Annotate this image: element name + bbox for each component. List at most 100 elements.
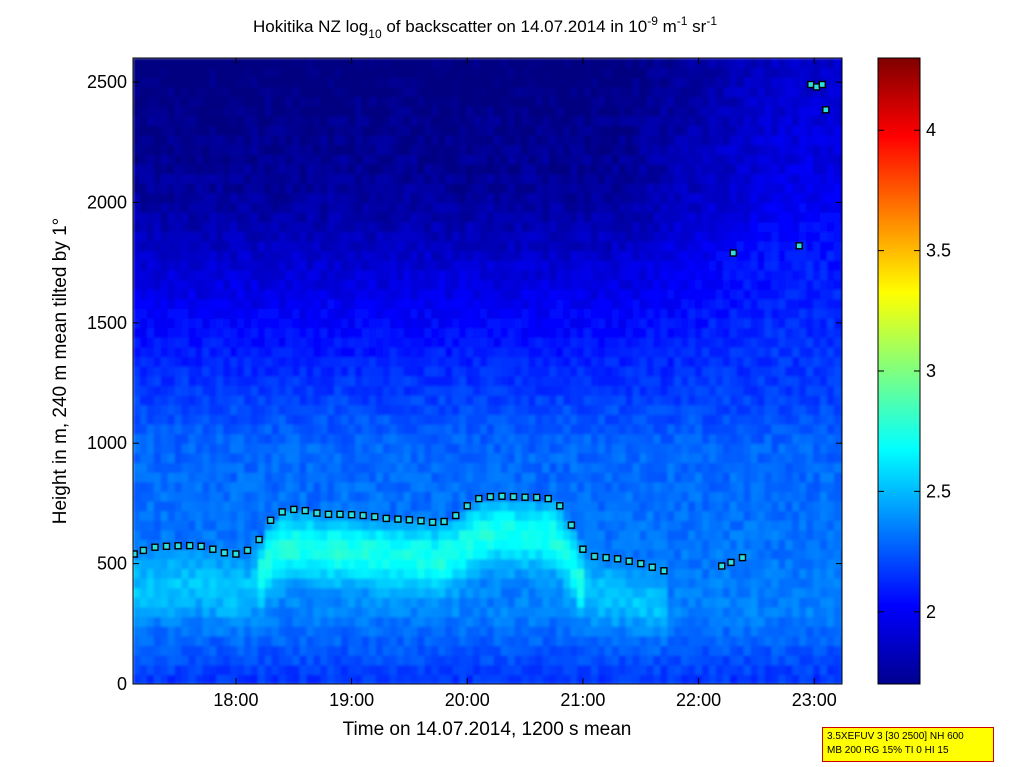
heatmap-cell [570,77,578,88]
heatmap-cell [493,77,502,88]
heatmap-cell [237,260,245,271]
heatmap-cell [597,115,606,127]
heatmap-cell [473,501,481,512]
heatmap-cell [625,298,634,309]
heatmap-cell [507,645,516,656]
heatmap-cell [174,501,183,512]
heatmap-cell [133,279,141,290]
heatmap-cell [410,655,419,666]
heatmap-cell [362,279,370,290]
heatmap-cell [486,106,495,117]
heatmap-cell [389,260,398,271]
heatmap-cell [160,616,169,627]
heatmap-cell [202,212,210,223]
heatmap-cell [153,250,162,261]
heatmap-cell [431,395,439,406]
heatmap-cell [473,183,481,194]
heatmap-cell [320,250,328,261]
heatmap-cell [139,269,148,281]
heatmap-cell [306,645,315,656]
heatmap-cell [334,395,342,406]
heatmap-cell [257,298,266,309]
heatmap-cell [264,635,273,647]
heatmap-cell [577,606,585,618]
heatmap-cell [410,462,419,473]
heatmap-cell [653,231,662,242]
heatmap-cell [181,443,190,454]
heatmap-cell [237,664,245,675]
heatmap-cell [549,212,557,223]
heatmap-cell [153,462,162,473]
heatmap-cell [146,491,155,502]
heatmap-cell [452,77,460,88]
heatmap-cell [459,289,467,300]
heatmap-cell [244,67,252,78]
heatmap-cell [348,655,356,666]
heatmap-cell [528,366,537,377]
heatmap-cell [334,318,342,329]
heatmap-cell [389,96,398,107]
heatmap-cell [403,346,412,358]
heatmap-cell [618,568,627,579]
heatmap-cell [632,298,641,309]
heatmap-cell [556,597,564,608]
heatmap-cell [466,318,474,329]
heatmap-cell [500,433,509,444]
heatmap-cell [424,67,432,78]
heatmap-cell [584,337,592,348]
heatmap-cell [597,279,606,290]
heatmap-cell [306,221,315,232]
heatmap-cell [493,606,502,618]
heatmap-cell [431,260,439,271]
heatmap-cell [549,462,557,473]
heatmap-cell [244,385,252,396]
heatmap-cell [271,568,280,579]
heatmap-cell [466,597,474,608]
heatmap-cell [445,395,453,406]
heatmap-cell [452,404,460,415]
heatmap-cell [153,318,162,329]
heatmap-cell [355,77,363,88]
heatmap-cell [410,318,419,329]
heatmap-cell [473,154,481,165]
heatmap-cell [216,183,224,194]
heatmap-cell [438,568,446,579]
heatmap-cell [597,433,606,444]
heatmap-cell [646,67,655,78]
heatmap-cell [507,510,516,521]
heatmap-cell [348,645,356,656]
heatmap-cell [355,655,363,666]
heatmap-cell [167,106,176,117]
heatmap-cell [653,395,662,406]
heatmap-cell [244,318,252,329]
heatmap-cell [445,664,453,675]
heatmap-cell [368,96,377,107]
heatmap-cell [424,212,432,223]
heatmap-cell [604,375,613,387]
heatmap-cell [528,404,537,415]
heatmap-cell [264,491,273,502]
heatmap-cell [521,674,530,684]
heatmap-cell [549,443,557,454]
heatmap-cell [362,318,370,329]
heatmap-cell [438,240,446,252]
heatmap-cell [535,472,544,483]
heatmap-cell [542,240,550,252]
heatmap-cell [348,626,356,637]
heatmap-cell [250,395,259,406]
heatmap-cell [479,558,488,570]
heatmap-cell [473,298,481,309]
heatmap-cell [278,423,287,435]
heatmap-cell [597,346,606,358]
heatmap-cell [389,375,398,387]
heatmap-cell [653,452,662,464]
heatmap-cell [660,491,668,502]
heatmap-cell [167,606,176,618]
heatmap-cell [473,106,481,117]
heatmap-cell [445,58,453,69]
heatmap-cell [521,308,530,319]
heatmap-cell [139,212,148,223]
heatmap-cell [417,635,426,647]
heatmap-cell [417,318,426,329]
heatmap-cell [424,356,432,367]
